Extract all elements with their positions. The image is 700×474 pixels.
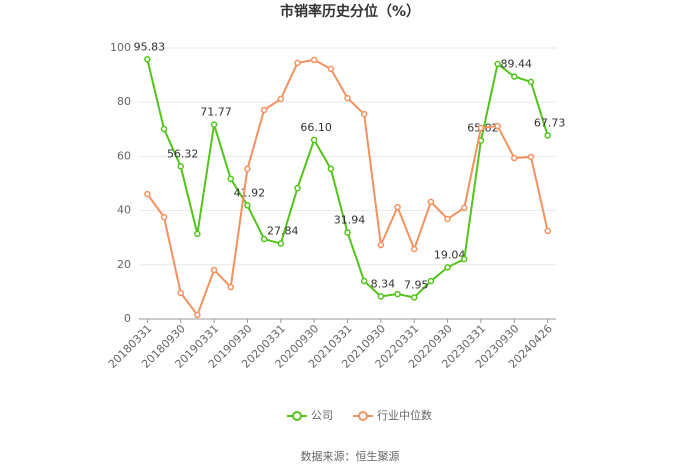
value-label: 67.73 <box>534 116 566 129</box>
data-point <box>461 255 468 263</box>
data-point <box>394 203 401 211</box>
data-point <box>410 245 418 253</box>
value-label: 66.10 <box>300 121 332 134</box>
value-label: 19.04 <box>434 248 466 261</box>
y-tick-label: 100 <box>110 41 131 54</box>
data-point <box>344 94 351 102</box>
value-label: 27.84 <box>267 225 299 238</box>
data-point <box>144 56 151 63</box>
legend-item: 行业中位数 <box>353 408 432 422</box>
value-label: 95.83 <box>134 40 166 53</box>
data-point <box>494 60 501 68</box>
value-label: 56.32 <box>167 147 199 160</box>
data-point <box>427 198 435 206</box>
source: 数据来源：恒生聚源 <box>301 449 400 463</box>
data-point <box>427 277 435 285</box>
data-point <box>360 110 368 118</box>
data-point <box>194 311 201 319</box>
value-label: 7.95 <box>404 278 429 291</box>
data-point <box>177 289 184 297</box>
data-point <box>227 283 234 291</box>
data-point <box>144 190 151 198</box>
value-label: 71.77 <box>200 106 232 119</box>
data-point <box>210 266 218 274</box>
data-point <box>444 215 451 223</box>
data-point <box>327 65 335 73</box>
data-point <box>277 240 285 247</box>
legend-marker <box>292 411 302 421</box>
data-point <box>444 264 451 271</box>
data-point <box>177 163 184 170</box>
chart-title: 市销率历史分位（%） <box>280 3 420 20</box>
data-point <box>310 56 318 64</box>
legend-item: 公司 <box>287 409 333 422</box>
data-point <box>344 229 351 236</box>
data-point <box>194 230 201 238</box>
data-point <box>410 294 418 301</box>
data-point <box>294 184 301 192</box>
data-point <box>260 106 268 114</box>
legend-label: 公司 <box>311 409 333 422</box>
data-point <box>160 213 168 221</box>
data-point <box>477 124 485 132</box>
data-point <box>511 154 518 162</box>
data-point <box>244 202 251 209</box>
data-point <box>494 122 501 130</box>
y-tick-label: 20 <box>117 258 131 271</box>
data-point <box>310 136 318 144</box>
data-point <box>377 241 385 249</box>
y-tick-label: 60 <box>117 149 131 162</box>
value-label: 8.34 <box>371 277 396 290</box>
data-point <box>511 73 518 80</box>
y-tick-label: 0 <box>124 312 131 325</box>
y-tick-label: 40 <box>117 204 131 217</box>
data-point <box>210 121 218 128</box>
data-point <box>160 125 168 133</box>
data-point <box>227 175 234 183</box>
data-point <box>260 235 268 243</box>
value-label: 31.94 <box>334 213 366 226</box>
legend-label: 行业中位数 <box>377 408 432 422</box>
data-point <box>544 227 551 235</box>
data-point <box>277 95 285 103</box>
data-point <box>244 165 251 173</box>
data-point <box>527 78 535 86</box>
value-label: 41.92 <box>234 186 266 199</box>
data-point <box>327 165 335 173</box>
y-tick-label: 80 <box>117 95 131 108</box>
data-point <box>527 153 535 161</box>
data-point <box>461 204 468 212</box>
data-point <box>394 290 401 298</box>
data-point <box>377 293 385 300</box>
data-point <box>294 59 301 67</box>
data-point <box>360 277 368 285</box>
legend-marker <box>358 411 368 421</box>
data-point <box>544 132 551 139</box>
value-label: 89.44 <box>501 58 533 71</box>
